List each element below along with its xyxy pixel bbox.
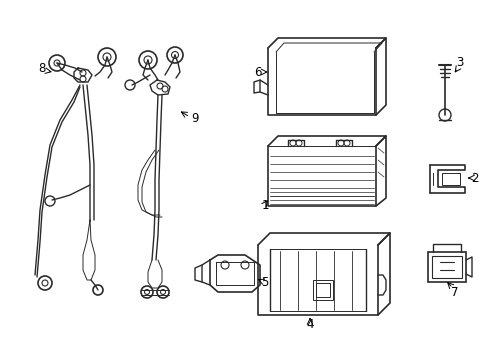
Bar: [427, 252, 465, 282]
Bar: [312, 280, 332, 300]
Text: 9: 9: [191, 112, 198, 125]
Text: 2: 2: [470, 171, 478, 185]
Text: 4: 4: [305, 319, 313, 332]
Bar: [431, 256, 461, 278]
Text: 8: 8: [38, 62, 45, 75]
Text: 1: 1: [261, 198, 268, 212]
Text: 5: 5: [261, 275, 268, 288]
Bar: [315, 283, 329, 297]
Text: 3: 3: [455, 55, 463, 68]
Text: 6: 6: [254, 66, 261, 78]
Text: 7: 7: [450, 285, 458, 298]
Bar: [441, 173, 459, 185]
